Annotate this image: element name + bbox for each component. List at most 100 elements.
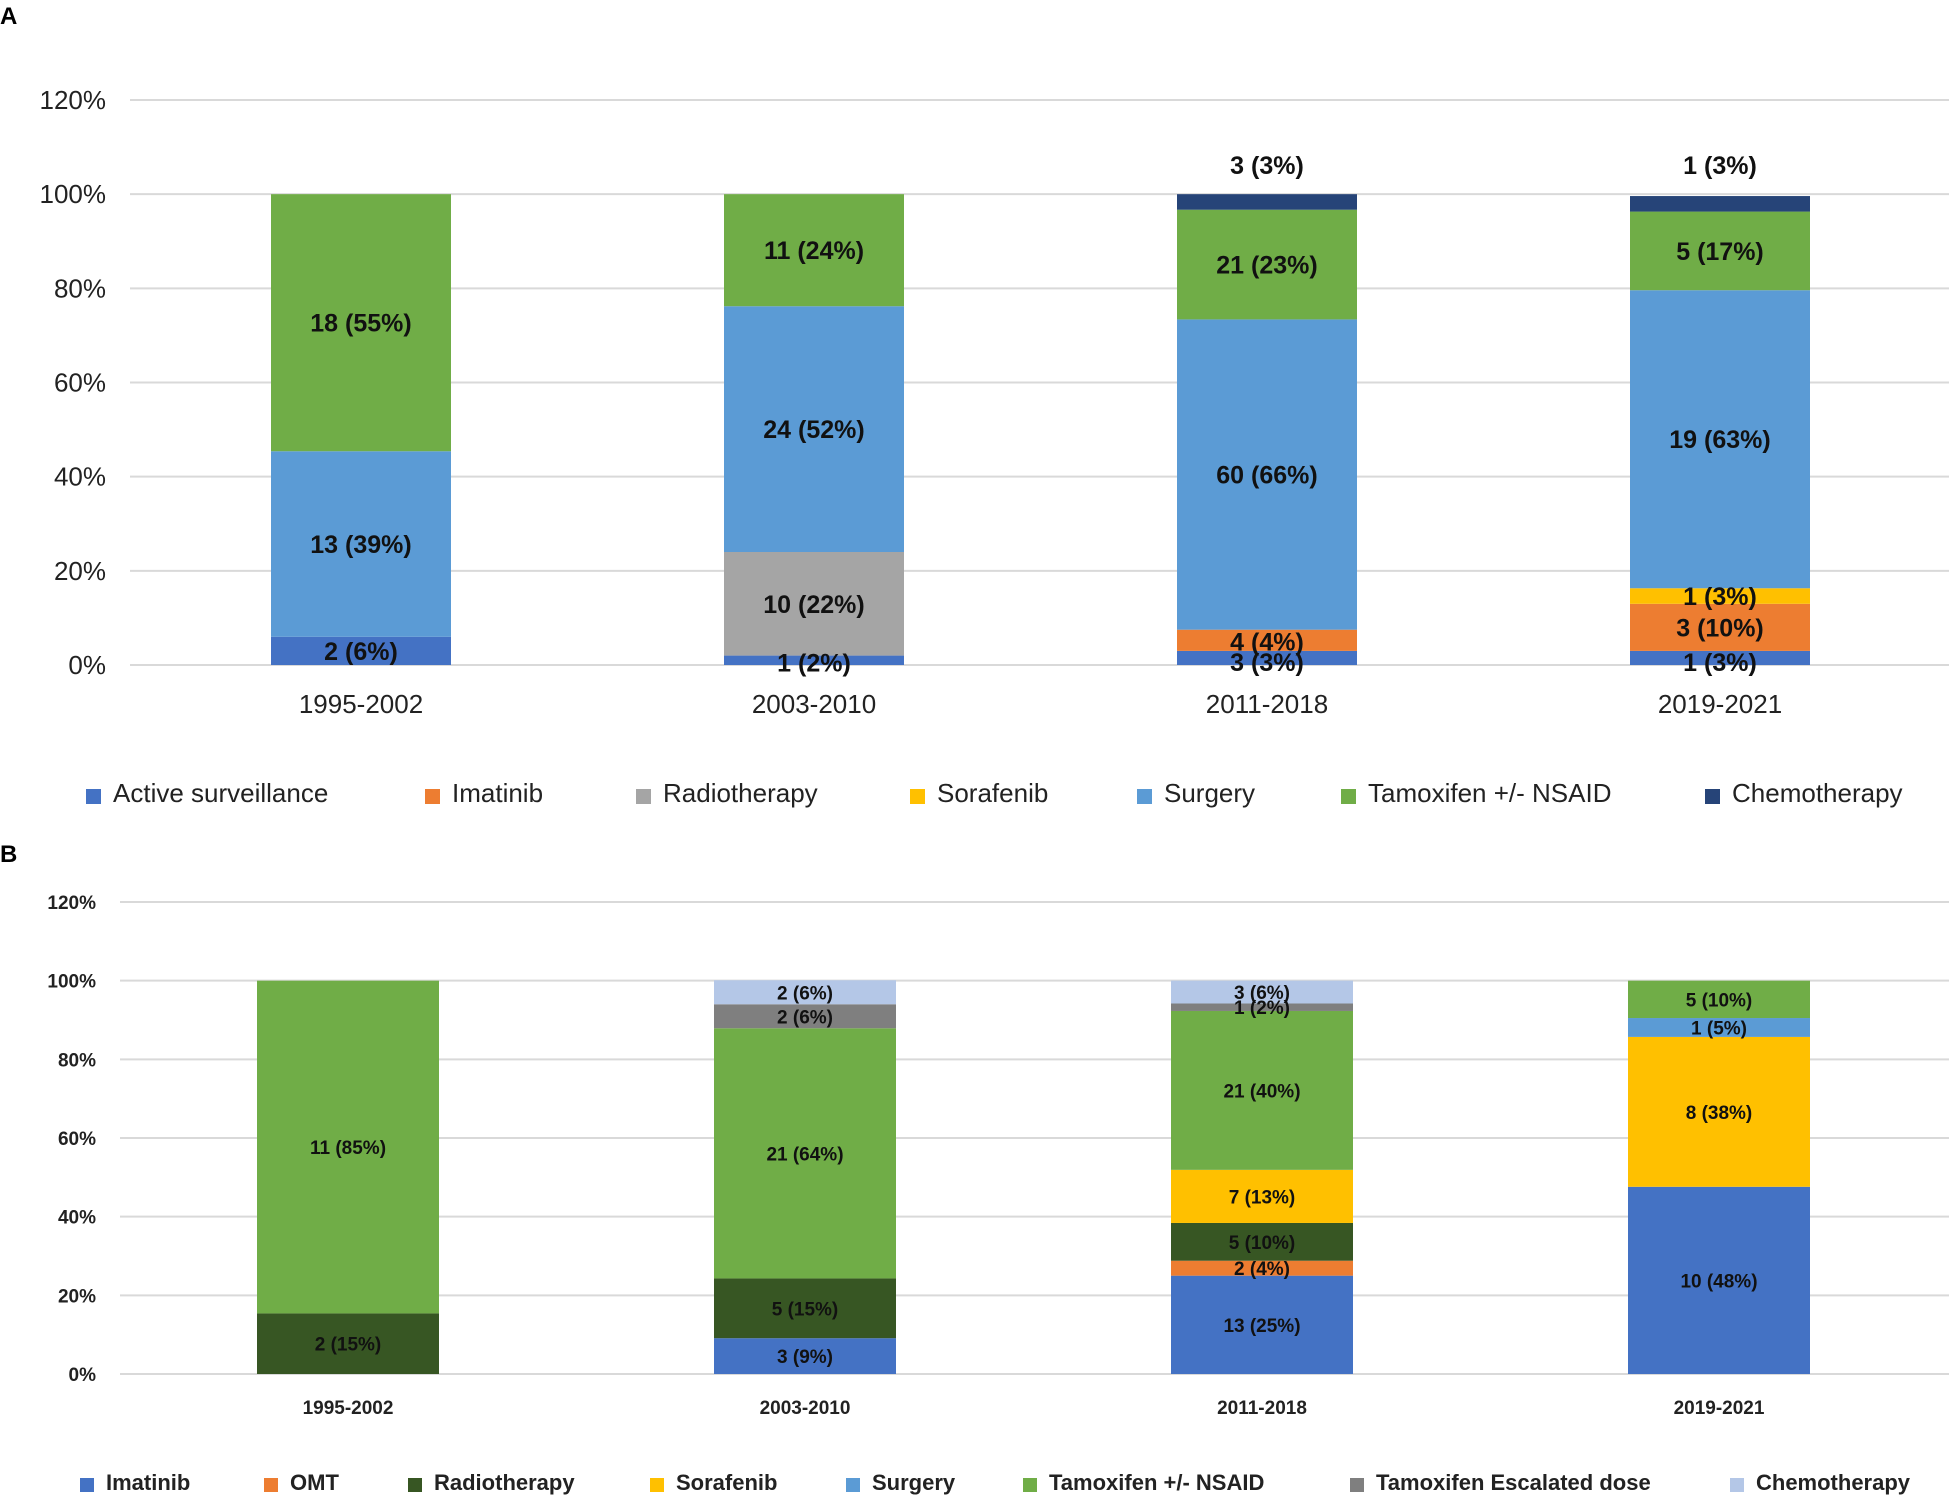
panel-b-y-tick-label: 120% <box>47 893 96 914</box>
panel-a-legend-swatch <box>1137 789 1152 804</box>
panel-a-bar-surgery-2019-2021 <box>1630 290 1810 589</box>
panel-a-data-label: 1 (3%) <box>1683 152 1757 180</box>
panel-b-data-label: 2 (6%) <box>777 983 833 1004</box>
panel-a-bar-surgery-2011-2018 <box>1177 319 1357 630</box>
panel-b-category-label: 2011-2018 <box>1217 1398 1307 1419</box>
panel-a-bar-radiotherapy-2003-2010 <box>724 552 904 656</box>
panel-b-legend-swatch <box>408 1478 422 1492</box>
panel-a-data-label: 3 (3%) <box>1230 152 1304 180</box>
panel-a-category-label: 1995-2002 <box>299 689 423 719</box>
panel-a-category-label: 2019-2021 <box>1658 689 1782 719</box>
panel-b-bar-radiotherapy-2003-2010 <box>714 1278 896 1339</box>
panel-a-y-tick-label: 100% <box>40 179 107 209</box>
panel-b-legend-swatch <box>650 1478 664 1492</box>
panel-b-legend-swatch <box>1730 1478 1744 1492</box>
panel-a-legend-label: Imatinib <box>452 778 543 808</box>
panel-b-data-label: 7 (13%) <box>1229 1187 1296 1208</box>
panel-b-bar-omt-2011-2018 <box>1171 1260 1353 1276</box>
panel-b-bar-imatinib-2019-2021 <box>1628 1186 1810 1374</box>
panel-a-legend-swatch <box>1341 789 1356 804</box>
panel-a-data-label: 3 (10%) <box>1676 614 1764 642</box>
panel-b-bar-chemotherapy-2003-2010 <box>714 980 896 1005</box>
panel-a-legend-swatch <box>636 789 651 804</box>
panel-b-y-tick-label: 100% <box>47 972 96 993</box>
panel-a-bar-tamoxifen-nsaid-2003-2010 <box>724 194 904 307</box>
panel-a-y-tick-label: 120% <box>40 85 107 115</box>
panel-a-data-label: 3 (3%) <box>1230 649 1304 677</box>
panel-a-data-label: 21 (23%) <box>1216 252 1317 280</box>
panel-a-data-label: 1 (2%) <box>777 649 851 677</box>
panel-b-bar-surgery-2019-2021 <box>1628 1018 1810 1037</box>
panel-a-legend-label: Surgery <box>1164 778 1255 808</box>
panel-a-bar-tamoxifen-nsaid-2011-2018 <box>1177 209 1357 320</box>
panel-b-legend-label: Radiotherapy <box>434 1470 575 1495</box>
panel-b-legend-label: Chemotherapy <box>1756 1470 1911 1495</box>
panel-a-y-tick-label: 40% <box>54 462 106 492</box>
panel-b-legend-swatch <box>1350 1478 1364 1492</box>
panel-b-data-label: 10 (48%) <box>1680 1271 1757 1292</box>
panel-a-data-label: 60 (66%) <box>1216 462 1317 490</box>
panel-b-bar-chemotherapy-2011-2018 <box>1171 980 1353 1004</box>
panel-a-bar-imatinib-2011-2018 <box>1177 629 1357 651</box>
panel-b-data-label: 3 (6%) <box>1234 983 1290 1004</box>
panel-a-data-label: 1 (3%) <box>1683 649 1757 677</box>
panel-b-bar-sorafenib-2019-2021 <box>1628 1036 1810 1187</box>
panel-b-legend-label: Imatinib <box>106 1470 190 1495</box>
panel-a-bar-active-surveillance-2003-2010 <box>724 655 904 665</box>
panel-b-data-label: 21 (40%) <box>1223 1081 1300 1102</box>
panel-b-legend-label: OMT <box>290 1470 339 1495</box>
panel-a-data-label: 19 (63%) <box>1669 426 1770 454</box>
panel-a-chart: 0% 20% 40% 60% 80% 100% 120% 2 (6%) 13 (39%) 18 (… <box>40 85 1949 808</box>
panel-b-bar-radiotherapy-2011-2018 <box>1171 1222 1353 1261</box>
panel-b-bar-tamoxifen-nsaid-2003-2010 <box>714 1028 896 1279</box>
panel-a-data-label: 2 (6%) <box>324 638 398 666</box>
panel-b-data-label: 2 (15%) <box>315 1335 382 1356</box>
panel-b-y-tick-label: 80% <box>58 1050 96 1071</box>
panel-b-legend-label: Tamoxifen +/- NSAID <box>1049 1470 1264 1495</box>
panel-a-legend-swatch <box>910 789 925 804</box>
panel-b-data-label: 1 (2%) <box>1234 998 1290 1019</box>
panel-a-data-label: 1 (3%) <box>1683 583 1757 611</box>
panel-a-bar-active-surveillance-1995-2002 <box>271 636 451 665</box>
panel-a-data-label: 5 (17%) <box>1676 238 1764 266</box>
panel-b-data-label: 11 (85%) <box>310 1138 386 1159</box>
panel-b-data-label: 13 (25%) <box>1223 1316 1300 1337</box>
panel-a-bar-sorafenib-2019-2021 <box>1630 588 1810 604</box>
panel-a-y-tick-label: 0% <box>68 650 106 680</box>
panel-a-bar-chemotherapy-2011-2018 <box>1177 194 1357 210</box>
panel-a-legend-label: Radiotherapy <box>663 778 818 808</box>
panel-b-category-label: 2019-2021 <box>1674 1398 1765 1419</box>
panel-a-legend-label: Sorafenib <box>937 778 1048 808</box>
panel-b-data-label: 5 (15%) <box>772 1299 839 1320</box>
panel-a-data-label: 13 (39%) <box>310 531 411 559</box>
panel-b-y-tick-label: 40% <box>58 1208 96 1229</box>
panel-b-legend-swatch <box>846 1478 860 1492</box>
panel-b-bar-tamoxifen-nsaid-2011-2018 <box>1171 1010 1353 1170</box>
panel-b-bar-sorafenib-2011-2018 <box>1171 1169 1353 1223</box>
panel-a-legend-label: Tamoxifen +/- NSAID <box>1368 778 1611 808</box>
panel-a-bar-imatinib-2019-2021 <box>1630 603 1810 651</box>
panel-a-bar-surgery-1995-2002 <box>271 451 451 637</box>
panel-b-chart: 0% 20% 40% 60% 80% 100% 120% 2 (15%) 11 (85%) 199… <box>47 893 1949 1495</box>
panel-letter-b: B <box>0 841 17 868</box>
panel-b-y-tick-label: 20% <box>58 1286 96 1307</box>
panel-b-category-label: 2003-2010 <box>760 1398 851 1419</box>
panel-b-legend-label: Tamoxifen Escalated dose <box>1376 1470 1651 1495</box>
panel-a-data-label: 11 (24%) <box>764 237 864 265</box>
panel-a-legend-swatch <box>425 789 440 804</box>
panel-a-data-label: 24 (52%) <box>763 416 864 444</box>
panel-a-data-label: 10 (22%) <box>763 591 864 619</box>
panel-a-bar-active-surveillance-2011-2018 <box>1177 650 1357 665</box>
panel-a-bar-tamoxifen-nsaid-1995-2002 <box>271 194 451 452</box>
panel-b-data-label: 2 (6%) <box>777 1007 833 1028</box>
panel-b-bar-tamoxifen-escalated-dose-2003-2010 <box>714 1004 896 1029</box>
panel-b-bar-tamoxifen-escalated-dose-2011-2018 <box>1171 1003 1353 1011</box>
panel-a-category-label: 2003-2010 <box>752 689 876 719</box>
panel-a-bar-surgery-2003-2010 <box>724 306 904 552</box>
panel-b-data-label: 1 (5%) <box>1691 1018 1747 1039</box>
panel-letter-a: A <box>0 3 17 30</box>
panel-b-data-label: 8 (38%) <box>1686 1103 1753 1124</box>
panel-b-category-label: 1995-2002 <box>303 1398 394 1419</box>
panel-a-legend-label: Chemotherapy <box>1732 778 1903 808</box>
